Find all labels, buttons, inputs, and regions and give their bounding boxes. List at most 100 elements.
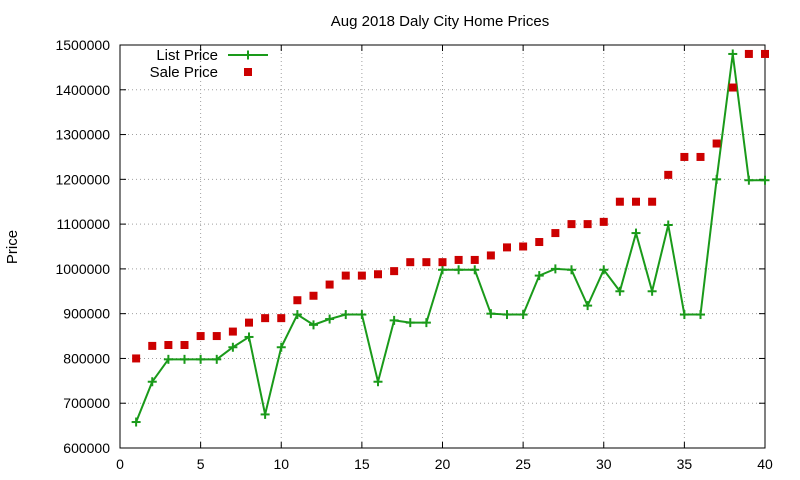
y-tick-label: 600000 <box>63 440 110 456</box>
sale-price-point <box>164 341 173 350</box>
list-price-point <box>728 49 738 59</box>
sale-price-point <box>503 243 511 252</box>
sale-price-point <box>148 341 157 350</box>
sale-price-point <box>245 318 253 327</box>
list-price-point <box>454 265 464 275</box>
list-price-point <box>518 310 528 320</box>
y-tick-label: 1500000 <box>55 37 110 53</box>
plot-frame <box>119 44 766 449</box>
sale-price-point <box>390 267 399 276</box>
sale-price-point <box>761 49 769 58</box>
legend-label-sale-price: Sale Price <box>150 64 218 81</box>
sale-price-point <box>648 197 657 206</box>
list-price-point <box>502 310 512 320</box>
sale-price-point <box>664 170 673 179</box>
sale-price-point <box>583 220 592 229</box>
x-tick-label: 20 <box>435 456 451 472</box>
list-price-point <box>163 354 173 364</box>
sale-price-point <box>599 217 608 226</box>
y-tick-label: 1000000 <box>55 261 110 277</box>
sale-price-point <box>228 327 237 336</box>
x-tick-label: 35 <box>677 456 693 472</box>
list-price-point <box>647 286 657 296</box>
list-price-point <box>325 314 335 324</box>
sale-price-point <box>728 83 737 92</box>
list-price-point <box>744 175 754 185</box>
sale-price-point <box>341 271 350 280</box>
sale-price-point <box>696 152 705 161</box>
list-price-point <box>389 315 399 325</box>
list-price-point <box>131 417 141 427</box>
list-price-point <box>292 310 302 320</box>
sale-price-point <box>196 332 205 341</box>
list-price-series <box>131 49 770 427</box>
list-price-point <box>663 220 673 230</box>
list-price-point <box>631 228 641 238</box>
x-tick-label: 40 <box>757 456 773 472</box>
y-tick-label: 1200000 <box>55 171 110 187</box>
legend-marker-sale-price <box>244 68 252 76</box>
y-tick-label: 800000 <box>63 350 110 366</box>
list-price-point <box>534 271 544 281</box>
list-price-point <box>696 310 705 320</box>
list-price-point <box>341 310 351 320</box>
grid-lines <box>120 45 765 448</box>
sale-price-point <box>374 270 382 279</box>
list-price-point <box>212 354 222 364</box>
list-price-point <box>679 310 689 320</box>
sale-price-point <box>357 271 366 280</box>
x-tick-label: 30 <box>596 456 612 472</box>
y-tick-label: 700000 <box>63 395 110 411</box>
sale-price-point <box>325 280 334 289</box>
list-price-point <box>260 409 270 419</box>
sale-price-point <box>486 251 495 260</box>
sale-price-point <box>438 258 447 267</box>
list-price-point <box>180 354 189 364</box>
sale-price-point <box>615 197 624 206</box>
x-tick-label: 0 <box>116 456 124 472</box>
sale-price-point <box>212 332 221 341</box>
x-tick-label: 10 <box>273 456 289 472</box>
y-tick-label: 900000 <box>63 306 110 322</box>
list-price-line <box>135 53 765 423</box>
list-price-point <box>309 320 318 330</box>
x-tick-label: 5 <box>197 456 205 472</box>
list-price-point <box>567 265 576 275</box>
sale-price-point <box>422 258 431 267</box>
sale-price-point <box>277 314 286 323</box>
y-tick-label: 1300000 <box>55 127 110 143</box>
sale-price-point <box>519 242 528 251</box>
axis-ticks: 0 5 10 15 20 25 30 35 40 600000 700000 800000 900000… <box>55 37 773 472</box>
sale-price-point <box>632 197 640 206</box>
legend-label-list-price: List Price <box>156 47 218 64</box>
sale-price-point <box>309 291 318 300</box>
y-axis-label: Price <box>4 230 21 264</box>
list-price-point <box>599 265 609 275</box>
sale-price-point <box>454 255 463 264</box>
sale-price-point <box>680 152 689 161</box>
list-price-point <box>276 342 286 352</box>
y-tick-label: 1400000 <box>55 82 110 98</box>
sale-price-point <box>551 229 560 238</box>
list-price-point <box>760 175 770 185</box>
list-price-point <box>550 264 560 274</box>
sale-price-point <box>744 49 753 58</box>
list-price-point <box>147 377 157 387</box>
sale-price-point <box>406 258 415 267</box>
list-price-point <box>583 301 593 311</box>
sale-price-point <box>567 220 576 229</box>
legend-marker-list-price <box>243 50 253 60</box>
list-price-point <box>405 318 415 328</box>
list-price-point <box>470 265 480 275</box>
sale-price-point <box>293 296 302 305</box>
y-tick-label: 1100000 <box>57 216 111 232</box>
list-price-point <box>228 342 238 352</box>
x-tick-label: 25 <box>515 456 531 472</box>
sale-price-point <box>261 314 270 323</box>
list-price-point <box>244 332 254 342</box>
sale-price-series <box>132 49 769 363</box>
x-tick-label: 15 <box>354 456 370 472</box>
list-price-point <box>357 310 367 320</box>
